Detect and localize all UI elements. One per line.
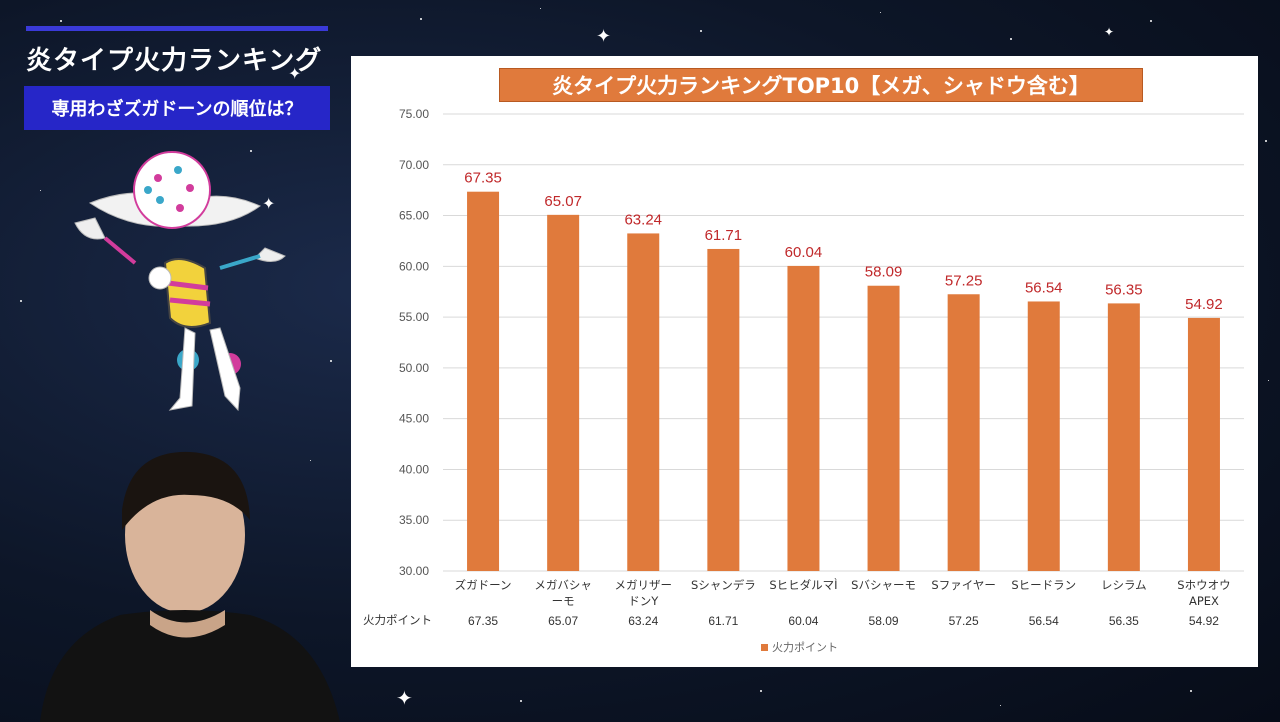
category-label: Sファイヤー [931, 578, 995, 592]
table-value: 67.35 [468, 614, 498, 628]
table-value: 63.24 [628, 614, 658, 628]
bars [467, 191, 1220, 572]
table-value: 54.92 [1189, 614, 1219, 628]
table-value: 56.54 [1029, 614, 1059, 628]
y-axis-ticks: 30.00 35.00 40.00 45.00 50.00 55.00 60.00 65.00… [399, 107, 429, 578]
y-tick-label: 45.00 [399, 412, 429, 426]
category-label: レシラム [1101, 578, 1147, 592]
bar-chart: 30.00 35.00 40.00 45.00 50.00 55.00 60.00 65.00… [363, 107, 1244, 654]
table-value: 61.71 [708, 614, 738, 628]
category-label: ーモ [552, 594, 575, 608]
data-label: 54.92 [1185, 296, 1223, 313]
data-label: 67.35 [464, 170, 502, 187]
page-title: 炎タイプ火力ランキング [26, 46, 323, 76]
data-label: 61.71 [705, 227, 743, 244]
bar [1187, 317, 1220, 571]
category-label: APEX [1189, 594, 1219, 608]
table-row-header: 火力ポイント [363, 613, 432, 627]
legend-label: 火力ポイント [772, 641, 838, 654]
category-label: Sバシャーモ [851, 578, 916, 592]
y-tick-label: 40.00 [399, 462, 429, 476]
table-value: 60.04 [788, 614, 818, 628]
mascot-illustration [74, 151, 286, 412]
bar [547, 214, 580, 571]
header-accent-bar [26, 26, 328, 31]
y-tick-label: 35.00 [399, 513, 429, 527]
table-value: 58.09 [869, 614, 899, 628]
data-label: 60.04 [785, 244, 823, 261]
data-label: 57.25 [945, 272, 983, 289]
bar [1107, 303, 1140, 571]
category-label: Sシャンデラ [691, 578, 756, 592]
table-value: 57.25 [949, 614, 979, 628]
data-label: 56.35 [1105, 281, 1143, 298]
y-tick-label: 70.00 [399, 158, 429, 172]
y-tick-label: 55.00 [399, 310, 429, 324]
category-label: メガリザー [615, 578, 673, 592]
bar [947, 294, 980, 571]
data-label: 63.24 [624, 211, 662, 228]
chart-title: 炎タイプ火力ランキングTOP10【メガ、シャドウ含む】 [499, 68, 1143, 102]
category-label: SヒヒダルマÌ [769, 577, 837, 592]
legend: 火力ポイント [761, 641, 838, 654]
bar [787, 265, 820, 571]
chart-panel: 30.00 35.00 40.00 45.00 50.00 55.00 60.00 65.00… [351, 56, 1258, 667]
category-label: Sヒードラン [1011, 578, 1076, 592]
table-value: 56.35 [1109, 614, 1139, 628]
data-table: 67.35 65.07 63.24 61.71 60.04 58.09 57.25 56.54… [363, 613, 1219, 628]
legend-swatch [761, 644, 768, 651]
table-value: 65.07 [548, 614, 578, 628]
category-label: ズガドーン [455, 578, 512, 592]
y-tick-label: 75.00 [399, 107, 429, 121]
data-label: 58.09 [865, 264, 903, 281]
y-tick-label: 65.00 [399, 209, 429, 223]
bar [467, 191, 500, 571]
presenter-photo [40, 451, 340, 722]
category-label: Sホウオウ [1177, 578, 1230, 592]
data-label: 65.07 [544, 193, 582, 210]
bar [627, 233, 660, 572]
bar [867, 285, 900, 571]
subtitle-banner: 専用わざズガドーンの順位は？ [24, 86, 330, 130]
y-tick-label: 50.00 [399, 361, 429, 375]
chart-title-text: 炎タイプ火力ランキングTOP10【メガ、シャドウ含む】 [552, 74, 1090, 98]
bar [707, 248, 740, 571]
y-tick-label: 60.00 [399, 259, 429, 273]
data-labels: 67.35 65.07 63.24 61.71 60.04 58.09 57.25 56.54… [464, 170, 1222, 313]
data-label: 56.54 [1025, 279, 1063, 296]
category-label: ドンY [628, 594, 659, 608]
y-tick-label: 30.00 [399, 564, 429, 578]
category-label: メガバシャ [534, 578, 592, 592]
subtitle-text: 専用わざズガドーンの順位は？ [51, 99, 303, 120]
bar [1027, 301, 1060, 571]
